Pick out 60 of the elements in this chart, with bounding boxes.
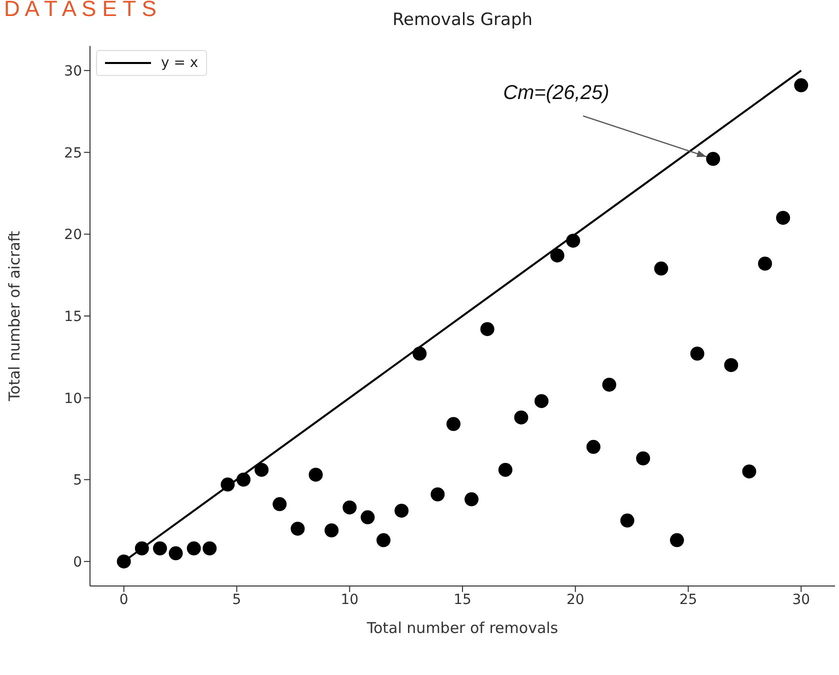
x-tick-label: 30 (792, 592, 810, 608)
point (342, 500, 357, 514)
point (134, 541, 149, 556)
point (480, 322, 494, 336)
point (550, 248, 564, 262)
chart-title: Removals Graph (392, 10, 533, 30)
x-tick-label: 15 (454, 592, 472, 608)
point (290, 522, 305, 536)
point (152, 541, 167, 556)
point (742, 464, 756, 478)
point (758, 256, 772, 271)
point (514, 410, 528, 424)
y-tick-label: 25 (64, 145, 82, 162)
point (776, 210, 790, 225)
y-tick-label: 30 (64, 64, 82, 80)
point (534, 394, 549, 408)
point (566, 234, 580, 248)
point (690, 346, 704, 361)
point (498, 462, 512, 477)
legend-label: y = x (161, 55, 198, 71)
y-tick-label: 0 (73, 554, 82, 570)
y-axis-title: Total number of aicraft (5, 230, 24, 402)
point (308, 468, 323, 482)
point (602, 378, 616, 392)
point (186, 541, 201, 556)
text: D A T A S E T S (4, 0, 156, 22)
point (794, 78, 808, 92)
point (670, 533, 684, 548)
point (654, 262, 668, 276)
point (620, 514, 634, 528)
point (376, 533, 390, 548)
point (360, 510, 375, 524)
point (464, 492, 479, 506)
x-tick-label: 5 (232, 592, 242, 608)
x-tick-label: 0 (119, 592, 128, 608)
point (446, 417, 460, 431)
x-tick-label: 10 (340, 592, 359, 608)
point (272, 497, 287, 512)
x-tick-label: 25 (679, 592, 698, 608)
x-axis-title: Total number of removals (366, 619, 558, 637)
point (636, 451, 650, 466)
point (116, 554, 131, 568)
point (220, 478, 235, 492)
point (168, 546, 183, 560)
y-tick-label: 20 (64, 227, 82, 244)
point (202, 541, 217, 556)
annotation: Cm=(26,25) (503, 82, 610, 104)
y-tick-label: 5 (73, 472, 82, 489)
y-tick-label: 15 (64, 308, 82, 325)
point (430, 487, 445, 502)
point (724, 358, 738, 372)
point (236, 472, 251, 487)
point (254, 462, 269, 477)
x-tick-label: 20 (566, 592, 584, 608)
point (586, 440, 600, 454)
y-tick-label: 10 (64, 390, 82, 407)
point (324, 523, 339, 538)
point (394, 504, 409, 518)
point (706, 152, 720, 166)
point (412, 346, 427, 361)
